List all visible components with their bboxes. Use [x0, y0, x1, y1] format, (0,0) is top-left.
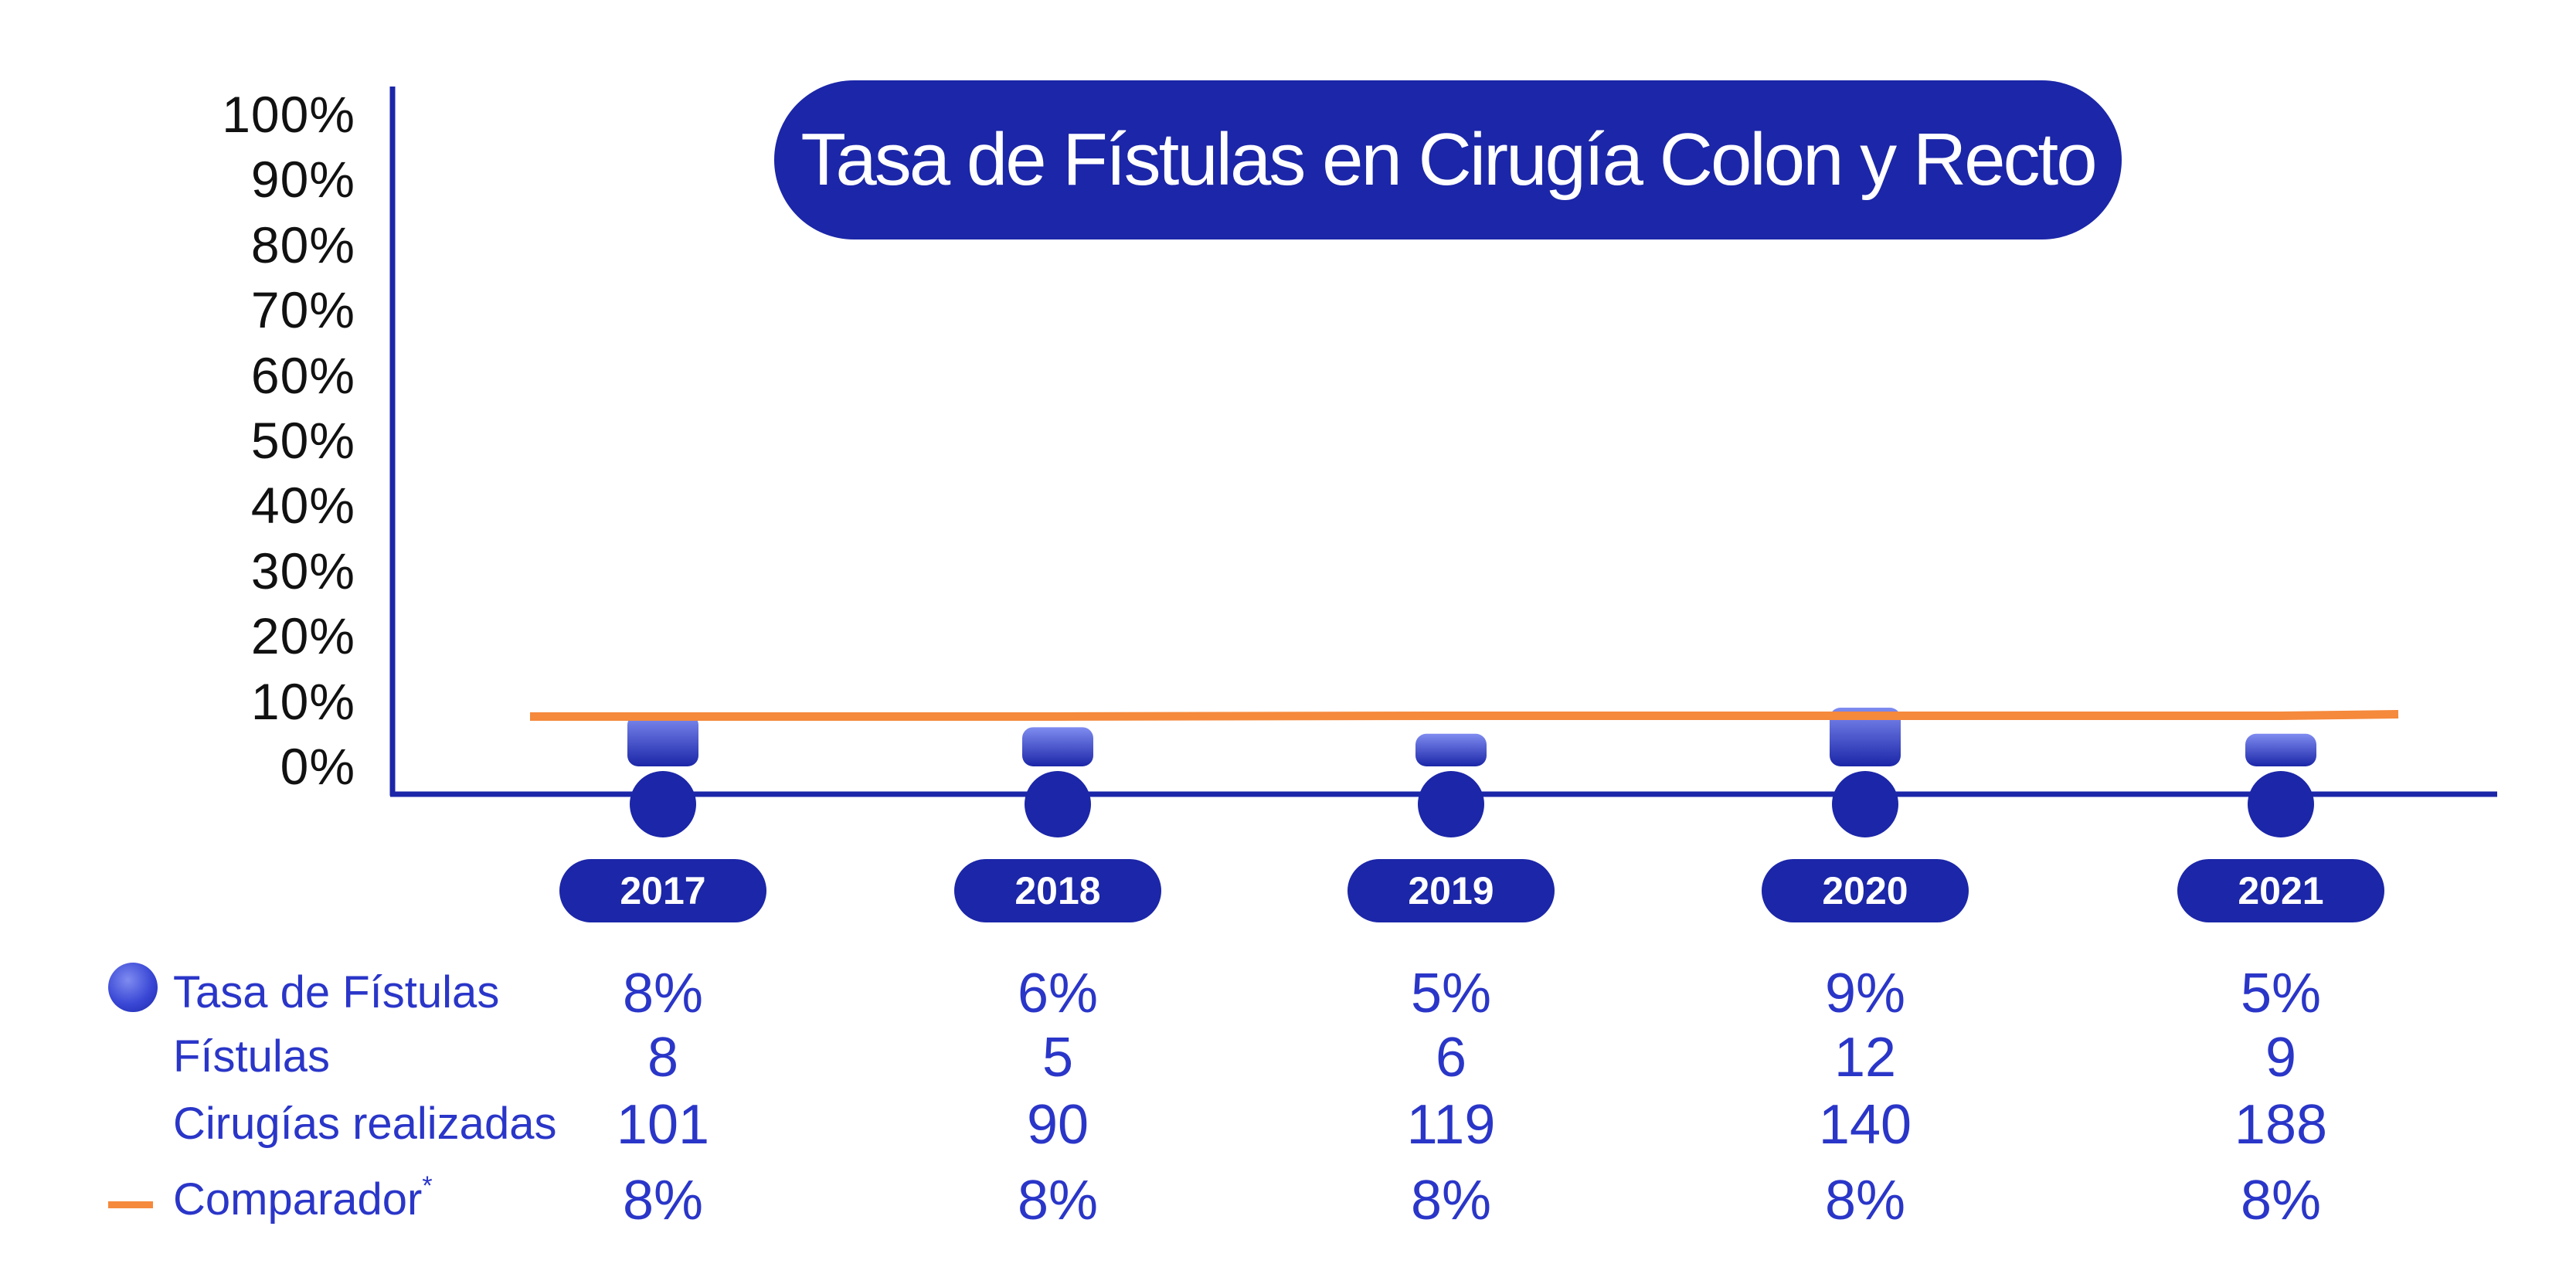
y-tick-label: 60%: [250, 346, 355, 404]
year-label: 2020: [1762, 859, 1969, 922]
x-marker-dot: [1025, 771, 1091, 837]
bar: [1830, 708, 1901, 766]
year-label: 2019: [1347, 859, 1555, 922]
legend-dot-icon: [108, 963, 158, 1012]
table-cell: 8%: [622, 963, 704, 1024]
table-row-label: Cirugías realizadas: [173, 1099, 557, 1149]
table-row-label: Comparador*: [173, 1171, 433, 1225]
x-marker-dot: [2248, 771, 2314, 837]
legend-line-icon: [108, 1201, 153, 1208]
table-cell: 5%: [2240, 963, 2322, 1024]
table-cell: 6: [1435, 1027, 1467, 1089]
table-cell: 90: [1026, 1094, 1089, 1156]
x-marker-dot: [1832, 771, 1898, 837]
table-cell: 188: [2234, 1094, 2328, 1156]
year-label: 2017: [559, 859, 766, 922]
y-tick-label: 20%: [250, 607, 355, 665]
table-cell: 101: [616, 1094, 710, 1156]
footnote-mark: *: [422, 1171, 433, 1201]
y-tick-label: 40%: [250, 477, 355, 535]
table-cell: 8%: [622, 1170, 704, 1231]
y-tick-label: 80%: [250, 216, 355, 273]
y-tick-label: 10%: [250, 672, 355, 730]
table-cell: 8%: [1017, 1170, 1099, 1231]
table-cell: 140: [1818, 1094, 1912, 1156]
table-cell: 5: [1042, 1027, 1074, 1089]
table-cell: 9: [2265, 1027, 2297, 1089]
year-label: 2021: [2177, 859, 2384, 922]
y-tick-label: 0%: [280, 738, 355, 795]
table-cell: 8%: [1410, 1170, 1492, 1231]
bar: [1415, 733, 1487, 766]
bar: [627, 714, 698, 766]
markers-layer: [630, 771, 2314, 837]
y-tick-label: 70%: [250, 281, 355, 339]
table-cell: 8%: [2240, 1170, 2322, 1231]
y-tick-label: 50%: [250, 412, 355, 469]
table-row-label: Tasa de Fístulas: [173, 967, 500, 1017]
table-cell: 8%: [1824, 1170, 1906, 1231]
x-marker-dot: [630, 771, 696, 837]
x-marker-dot: [1418, 771, 1484, 837]
table-cell: 6%: [1017, 963, 1099, 1024]
table-cell: 5%: [1410, 963, 1492, 1024]
table-cell: 9%: [1824, 963, 1906, 1024]
comparator-line: [530, 709, 2399, 721]
bar: [1022, 727, 1093, 766]
year-label: 2018: [954, 859, 1161, 922]
bars-layer: [627, 708, 2316, 766]
bar: [2245, 733, 2316, 766]
chart-title: Tasa de Fístulas en Cirugía Colon y Rect…: [774, 80, 2122, 239]
y-tick-label: 90%: [250, 151, 355, 209]
y-tick-label: 100%: [222, 86, 355, 143]
table-cell: 12: [1833, 1027, 1897, 1089]
y-tick-label: 30%: [250, 542, 355, 600]
table-cell: 119: [1406, 1094, 1496, 1156]
table-row-label: Fístulas: [173, 1031, 331, 1082]
table-cell: 8: [647, 1027, 679, 1089]
